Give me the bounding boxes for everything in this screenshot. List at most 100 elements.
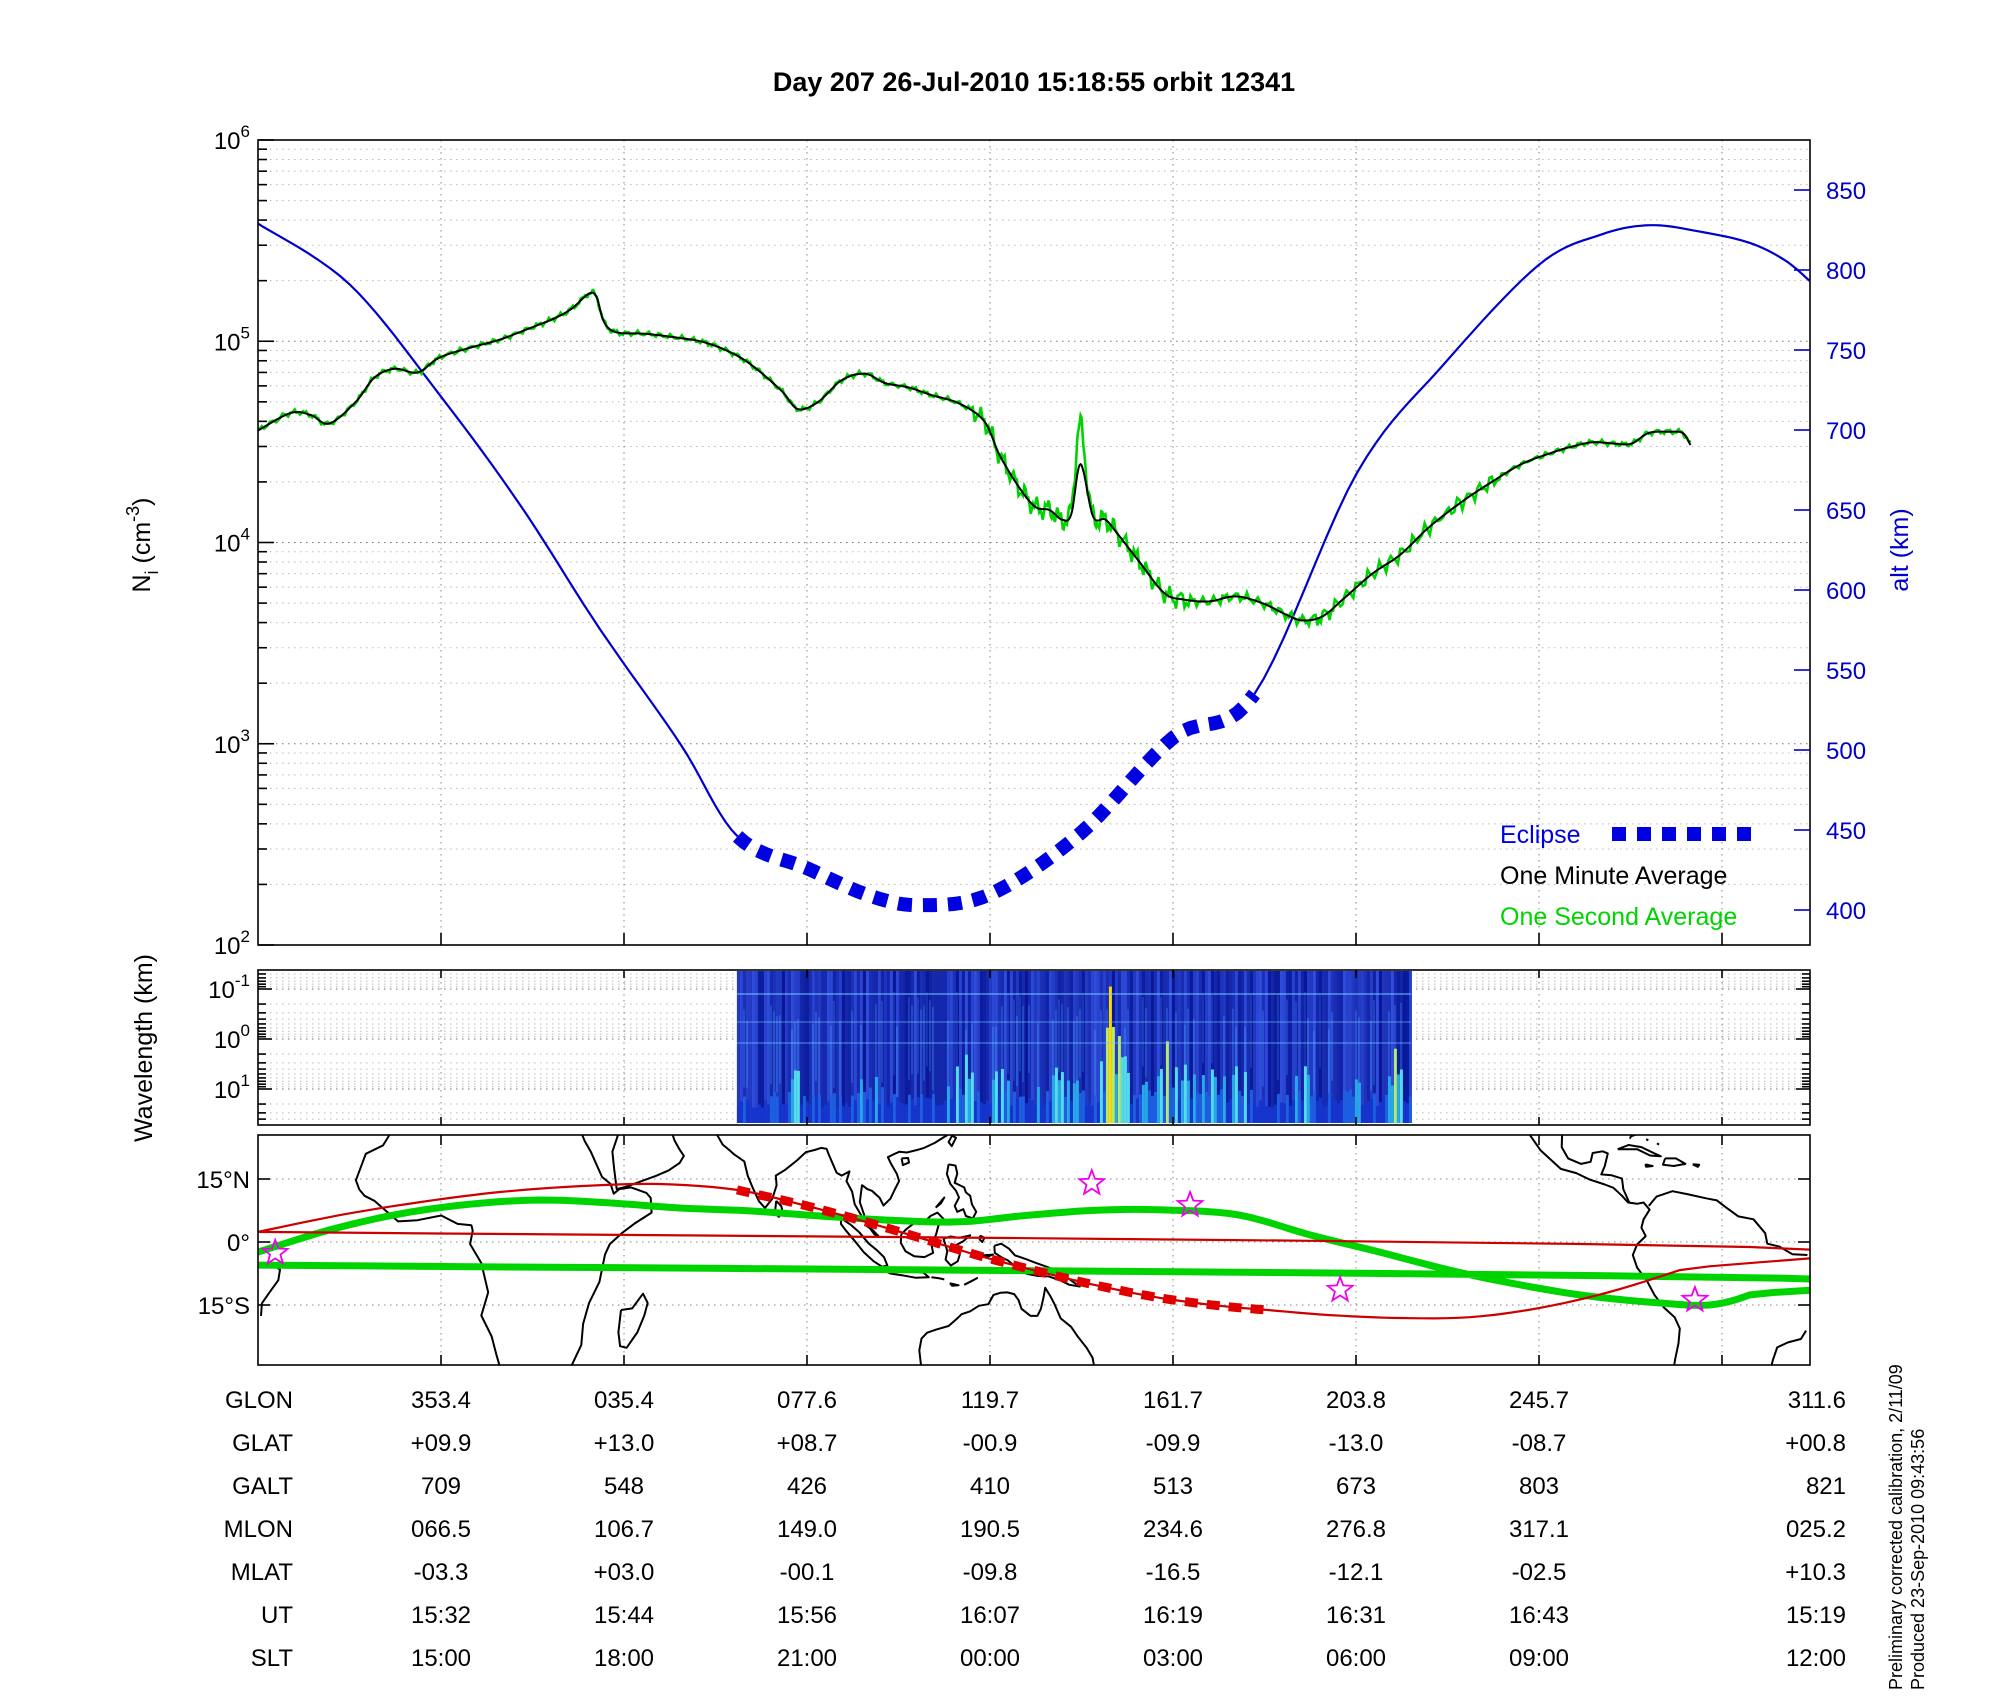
spectrogram-column [1135,971,1139,1123]
table-cell: 317.1 [1509,1516,1569,1543]
spectrogram-column [1159,1068,1163,1123]
spectrogram-column [1360,971,1364,1123]
spectrogram-column [1027,971,1031,1123]
coastline [1528,1135,1681,1365]
spectrogram-column [1126,971,1130,1123]
spectrogram-column [1192,971,1196,1123]
table-cell: 16:07 [960,1602,1020,1629]
spectrogram-column [736,1106,740,1123]
table-row-label: UT [261,1602,293,1629]
spectrogram-column [820,1107,824,1123]
spectrogram-column [787,971,791,1123]
spectrogram-column [832,1093,836,1123]
table-cell: 426 [787,1473,827,1500]
spectrogram-column [1054,971,1058,1123]
tick-label: 700 [1826,418,1866,445]
spectrogram-column [1300,971,1304,1123]
table-cell: -12.1 [1329,1559,1384,1586]
spectrogram-streak [1372,1000,1375,1086]
spectrogram-column [1051,1075,1055,1123]
spectrogram-column [769,1096,773,1123]
spectrogram-column [1039,971,1043,1123]
table-cell: 673 [1336,1473,1376,1500]
legend-eclipse-label: Eclipse [1500,821,1581,849]
spectrogram-column [1048,971,1052,1123]
spectrogram-streak [1243,1026,1246,1109]
spectrogram-streak [1261,1010,1264,1087]
spectrogram-column [907,971,911,1123]
spectrogram-column [1000,1068,1004,1123]
spectrogram-column [1078,971,1082,1123]
table-cell: 513 [1153,1473,1193,1500]
spectrogram-column [1066,1080,1070,1123]
spectrogram-streak [1249,994,1252,1069]
spectrogram-streak [772,1011,775,1101]
spectrogram-column [1171,971,1175,1123]
spectrogram-column [1402,971,1406,1123]
spectrogram-column [1297,1090,1301,1123]
spectrogram-column [808,971,812,1123]
spectrogram-column [844,971,848,1123]
spectrogram-column [1069,1101,1073,1123]
spectrogram-column [1024,971,1028,1123]
spectrogram-column [1012,1091,1016,1123]
spectrogram-column [823,971,827,1123]
table-cell: 410 [970,1473,1010,1500]
spectrogram-column [973,1101,977,1123]
spectrogram-column [1039,1097,1043,1123]
spectrogram-streak [1303,992,1306,1077]
coastline [963,1277,979,1286]
spectrogram-column [1402,1101,1406,1123]
spectrogram-column [979,971,983,1123]
star-marker [1076,1167,1107,1196]
spectrogram-column [1108,986,1112,1123]
spectrogram-column [1246,1103,1250,1123]
table-cell: 821 [1806,1473,1846,1500]
spectrogram-column [814,1099,818,1123]
spectrogram-column [1231,971,1235,1123]
table-cell: +03.0 [594,1559,655,1586]
spectrogram-column [1189,1098,1193,1123]
spectrogram-column [1165,1041,1169,1123]
spectrogram-column [796,971,800,1123]
spectrogram-streak [1093,1029,1096,1101]
spectrogram-column [970,1072,974,1123]
spectrogram-column [1258,971,1262,1123]
spectrogram-streak [811,1024,814,1104]
spectrogram-column [1213,971,1217,1123]
spectrogram-column [904,1104,908,1123]
spectrogram-column [1213,1076,1217,1123]
spectrogram-streak [817,1017,820,1100]
spectrogram-streak [1192,1018,1195,1100]
spectrogram-column [793,971,797,1123]
spectrogram-column [1294,1075,1298,1123]
spectrogram-column [1099,971,1103,1123]
star-marker [1175,1189,1205,1218]
spectrogram-streak [994,1026,997,1100]
spectrogram-column [1105,1027,1109,1123]
spectrogram-column [1060,971,1064,1123]
spectrogram-column [1291,971,1295,1123]
spectrogram-column [1390,971,1394,1123]
table-cell: 353.4 [411,1387,471,1414]
spectrogram-column [1327,1093,1331,1123]
panel3-border [257,1134,1811,1366]
spectrogram-column [898,1102,902,1123]
spectrogram-column [817,971,821,1123]
spectrogram-column [838,1096,842,1123]
spectrogram-column [1009,1105,1013,1123]
spectrogram-column [1285,1094,1289,1123]
spectrogram-column [841,971,845,1123]
spectrogram-column [1219,971,1223,1123]
spectrogram-streak [1222,1015,1225,1098]
table-cell: 16:31 [1326,1602,1386,1629]
spectrogram-column [862,971,866,1123]
star-marker [1680,1284,1710,1313]
spectrogram-column [1027,1098,1031,1123]
spectrogram-column [1252,1102,1256,1123]
spectrogram-column [997,1097,1001,1123]
spectrogram-column [1261,1097,1265,1123]
spectrogram-streak [778,1015,781,1084]
spectrogram-streak [829,1025,832,1109]
spectrogram-column [1201,971,1205,1123]
